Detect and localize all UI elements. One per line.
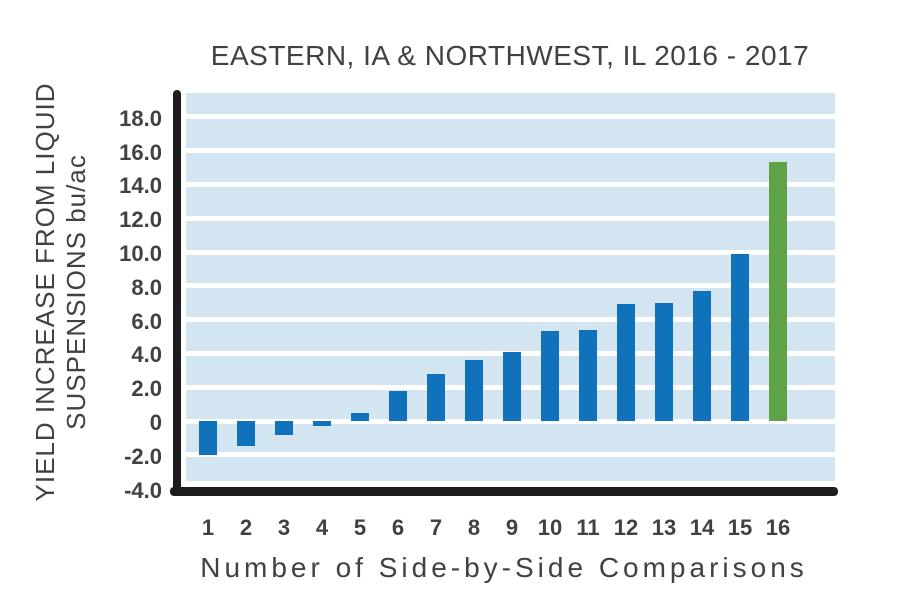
- gridline-16: [186, 148, 835, 154]
- y-axis-title-line-1: YIELD INCREASE FROM LIQUID: [30, 82, 60, 502]
- gridline-12: [186, 215, 835, 221]
- gridline-0: [186, 418, 835, 424]
- bar-1: [199, 421, 217, 455]
- y-tick-label-6.0: 6.0: [131, 308, 162, 334]
- y-tick-label-14.0: 14.0: [119, 173, 162, 199]
- bar-14: [693, 290, 711, 421]
- gridline-10: [186, 249, 835, 255]
- y-tick-label-4.0: 4.0: [131, 342, 162, 368]
- bar-13: [655, 302, 673, 421]
- bar-12: [617, 304, 635, 421]
- y-tick-label-0: 0: [149, 410, 162, 435]
- bar-2: [237, 421, 255, 447]
- x-tick-label-3: 3: [277, 515, 291, 540]
- bar-6: [389, 390, 407, 421]
- gridline-14: [186, 181, 835, 187]
- bar-9: [503, 351, 521, 421]
- y-axis-line: [173, 90, 181, 496]
- y-tick-label-18.0: 18.0: [119, 105, 162, 131]
- plot-area: [186, 93, 835, 481]
- x-tick-label-1: 1: [201, 515, 215, 540]
- x-tick-label-14: 14: [689, 515, 715, 540]
- bar-3: [275, 421, 293, 435]
- bar-11: [579, 329, 597, 421]
- y-tick-label-8.0: 8.0: [131, 274, 162, 300]
- x-tick-label-10: 10: [537, 515, 563, 540]
- x-tick-label-15: 15: [727, 515, 753, 540]
- y-tick-label-2.0: 2.0: [131, 376, 162, 402]
- bar-16: [769, 162, 787, 421]
- x-axis-line: [170, 487, 838, 496]
- y-tick-label-16.0: 16.0: [119, 139, 162, 165]
- bar-4: [313, 421, 331, 427]
- x-tick-label-7: 7: [429, 515, 443, 540]
- x-tick-label-9: 9: [505, 515, 519, 540]
- bar-7: [427, 373, 445, 421]
- x-tick-label-11: 11: [576, 515, 600, 540]
- y-tick-label-10.0: 10.0: [119, 241, 162, 266]
- y-tick-label-12.0: 12.0: [119, 207, 162, 233]
- x-tick-label-8: 8: [467, 515, 481, 540]
- y-tick-label--4.0: -4.0: [124, 477, 162, 503]
- x-tick-label-16: 16: [765, 515, 791, 540]
- x-axis-title: Number of Side-by-Side Comparisons: [200, 552, 808, 583]
- bar-10: [541, 331, 559, 421]
- x-tick-label-12: 12: [613, 515, 639, 540]
- y-tick-label--2.0: -2.0: [124, 443, 162, 469]
- gridline-6: [186, 317, 835, 323]
- bar-5: [351, 412, 369, 421]
- bar-15: [731, 253, 749, 421]
- chart-title: EASTERN, IA & NORTHWEST, IL 2016 - 2017: [210, 40, 810, 71]
- gridline-8: [186, 283, 835, 289]
- x-tick-label-4: 4: [315, 515, 329, 540]
- x-tick-label-5: 5: [353, 515, 367, 540]
- bar-8: [465, 360, 483, 421]
- x-tick-label-13: 13: [651, 515, 677, 540]
- x-tick-label-6: 6: [391, 515, 405, 540]
- x-tick-label-2: 2: [239, 515, 253, 540]
- gridline-18: [186, 114, 835, 120]
- gridline--2: [186, 452, 835, 458]
